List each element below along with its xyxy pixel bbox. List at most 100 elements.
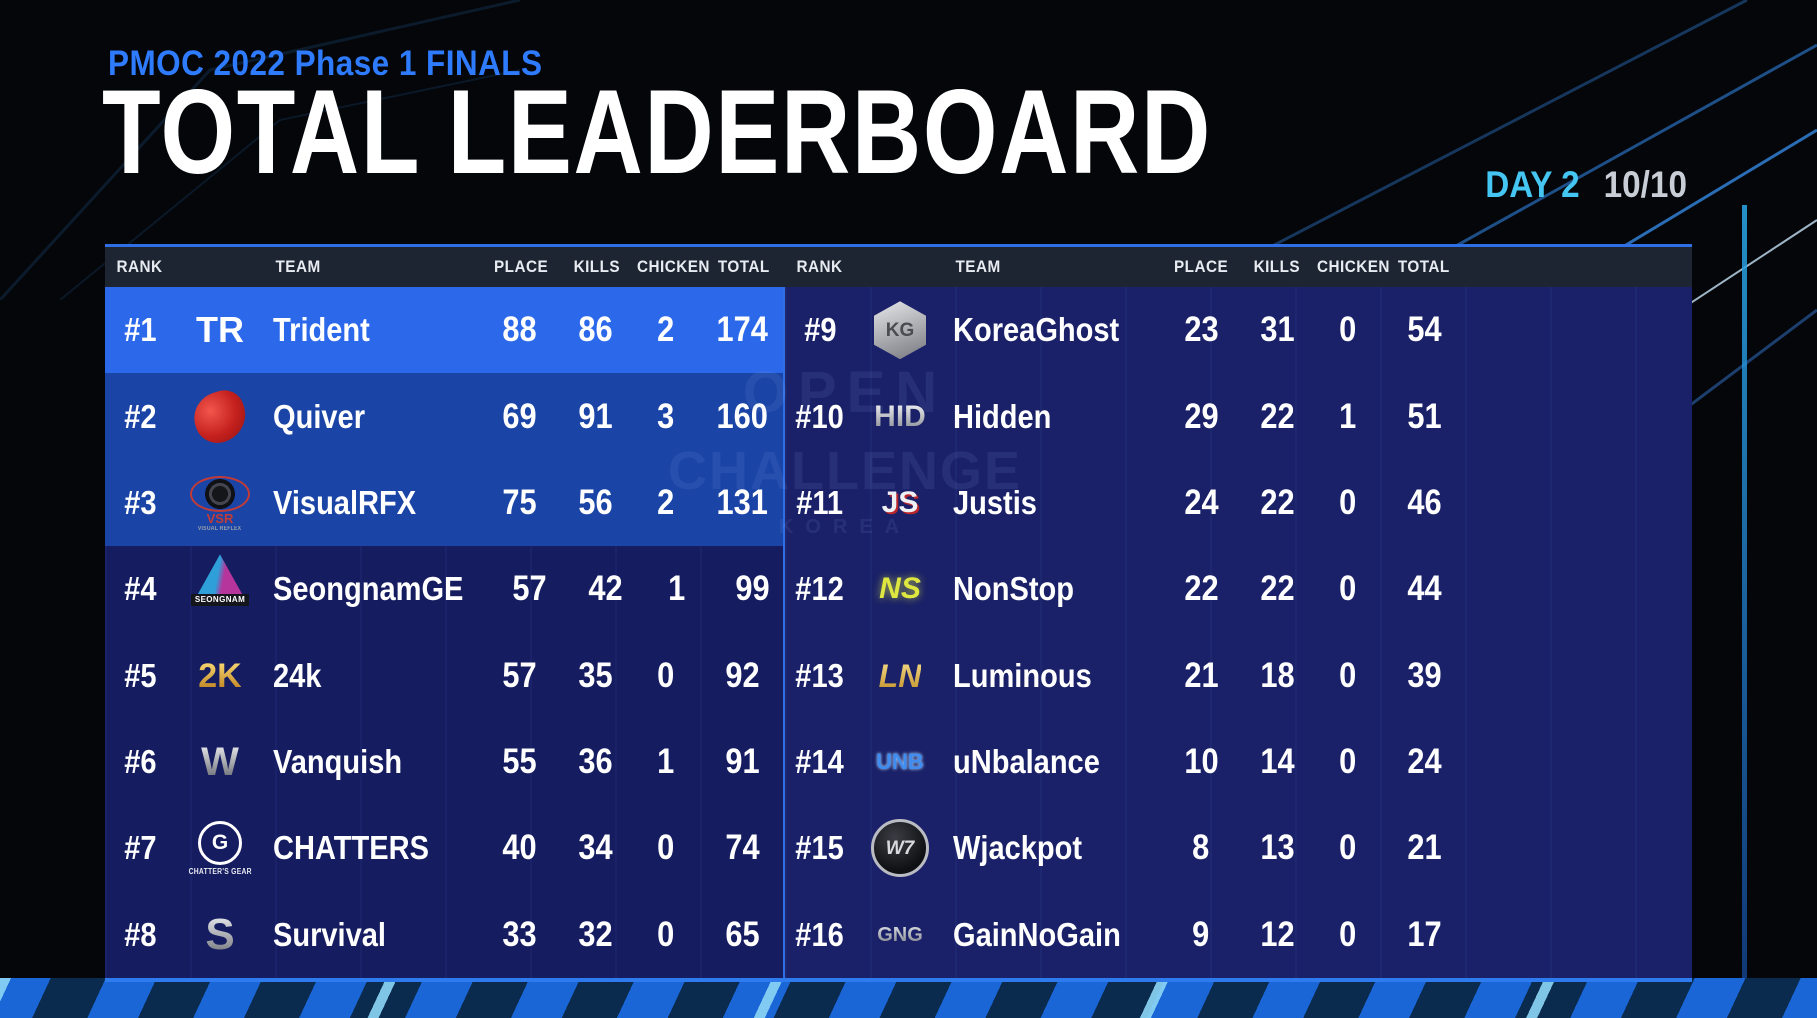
team-place: 9 bbox=[1192, 914, 1210, 954]
team-logo: W7 bbox=[855, 813, 945, 883]
team-chicken: 0 bbox=[1339, 828, 1357, 868]
table-bottom-border bbox=[105, 978, 1692, 982]
team-total: 65 bbox=[724, 914, 760, 954]
column-header-rank: RANK bbox=[796, 257, 843, 276]
team-kills: 31 bbox=[1259, 310, 1295, 350]
right-accent-line bbox=[1742, 205, 1747, 1018]
team-rank: #16 bbox=[795, 915, 845, 953]
team-total: 74 bbox=[724, 828, 760, 868]
leaderboard-table: RANK TEAM PLACE KILLS CHICKEN TOTAL RANK… bbox=[105, 244, 1692, 982]
column-header-team: TEAM bbox=[955, 257, 1001, 276]
team-name: Hidden bbox=[953, 397, 1052, 435]
team-chicken: 0 bbox=[1339, 569, 1357, 609]
team-rank: #9 bbox=[803, 311, 837, 349]
day-info: DAY 2 10/10 bbox=[1480, 164, 1692, 206]
column-header-rank: RANK bbox=[116, 257, 163, 276]
match-count: 10/10 bbox=[1604, 164, 1688, 205]
team-place: 24 bbox=[1183, 482, 1219, 522]
team-logo-icon: HID bbox=[866, 382, 934, 452]
team-kills: 91 bbox=[577, 396, 613, 436]
team-logo: UNB bbox=[855, 727, 945, 797]
team-total: 174 bbox=[716, 310, 768, 350]
team-total: 51 bbox=[1406, 396, 1442, 436]
team-logo: W bbox=[175, 727, 265, 797]
team-rank: #3 bbox=[123, 483, 157, 521]
team-place: 29 bbox=[1183, 396, 1219, 436]
team-logo-icon: UNB bbox=[866, 727, 934, 797]
team-row: #10 HID Hidden 29 22 1 51 bbox=[785, 373, 1692, 459]
team-place: 75 bbox=[501, 482, 537, 522]
team-logo-glyph: NS bbox=[879, 572, 921, 606]
team-chicken: 0 bbox=[1339, 742, 1357, 782]
team-chicken: 1 bbox=[667, 569, 685, 609]
team-place: 10 bbox=[1183, 742, 1219, 782]
team-kills: 22 bbox=[1259, 396, 1295, 436]
team-logo: S bbox=[175, 900, 265, 970]
team-rank: #8 bbox=[123, 915, 157, 953]
team-name: Survival bbox=[273, 915, 387, 953]
team-place: 23 bbox=[1183, 310, 1219, 350]
day-label: DAY 2 bbox=[1485, 164, 1581, 205]
team-chicken: 2 bbox=[657, 482, 675, 522]
team-name: Vanquish bbox=[273, 743, 403, 781]
team-logo-glyph: G bbox=[198, 820, 242, 865]
team-logo: NS bbox=[855, 554, 945, 624]
team-kills: 36 bbox=[577, 742, 613, 782]
column-header-place: PLACE bbox=[493, 257, 549, 276]
team-chicken: 0 bbox=[1339, 655, 1357, 695]
page-title: TOTAL LEADERBOARD bbox=[102, 65, 1212, 199]
team-total: 54 bbox=[1406, 310, 1442, 350]
team-logo-icon: GNG bbox=[866, 900, 934, 970]
team-logo: 2K bbox=[175, 641, 265, 711]
team-logo-glyph: TR bbox=[196, 309, 244, 351]
team-name: KoreaGhost bbox=[953, 311, 1120, 349]
team-rank: #4 bbox=[123, 570, 157, 608]
team-rank: #5 bbox=[123, 656, 157, 694]
team-total: 92 bbox=[724, 655, 760, 695]
team-logo-glyph: W bbox=[201, 740, 239, 785]
team-chicken: 1 bbox=[1339, 396, 1357, 436]
team-place: 88 bbox=[501, 310, 537, 350]
team-logo: KG bbox=[855, 295, 945, 365]
team-logo-icon: W7 bbox=[866, 813, 934, 883]
team-chicken: 3 bbox=[657, 396, 675, 436]
team-row: #3 VSR VISUAL REFLEX VisualRFX 75 56 2 1… bbox=[105, 459, 783, 547]
team-kills: 22 bbox=[1259, 482, 1295, 522]
column-header-kills: KILLS bbox=[573, 257, 621, 276]
team-place: 33 bbox=[501, 914, 537, 954]
team-row: #6 W Vanquish 55 36 1 91 bbox=[105, 719, 783, 805]
team-place: 57 bbox=[501, 655, 537, 695]
team-logo-icon: TR bbox=[186, 295, 254, 365]
team-rank: #14 bbox=[795, 743, 845, 781]
team-logo-glyph: S bbox=[205, 909, 235, 959]
team-kills: 22 bbox=[1259, 569, 1295, 609]
column-header-place: PLACE bbox=[1173, 257, 1229, 276]
team-logo bbox=[175, 382, 265, 452]
team-logo: GNG bbox=[855, 900, 945, 970]
team-name: Quiver bbox=[273, 397, 366, 435]
team-total: 24 bbox=[1406, 742, 1442, 782]
team-name: Justis bbox=[953, 483, 1037, 521]
team-row: #4 SEONGNAM SeongnamGE 57 42 1 99 bbox=[105, 546, 783, 632]
team-logo-glyph: 2K bbox=[198, 656, 242, 695]
team-logo: VSR VISUAL REFLEX bbox=[175, 468, 265, 538]
team-place: 22 bbox=[1183, 569, 1219, 609]
team-logo-icon bbox=[186, 382, 254, 452]
team-rank: #7 bbox=[123, 829, 157, 867]
table-header-right: RANK TEAM PLACE KILLS CHICKEN TOTAL bbox=[785, 247, 1692, 287]
column-header-chicken: CHICKEN bbox=[1317, 257, 1390, 276]
ranks-9-16-panel: #9 KG KoreaGhost 23 31 0 54 #10 HID Hidd… bbox=[785, 287, 1692, 978]
team-place: 57 bbox=[512, 569, 547, 609]
team-logo-glyph: SEONGNAM bbox=[190, 594, 250, 607]
team-place: 8 bbox=[1192, 828, 1210, 868]
team-rank: #12 bbox=[795, 570, 845, 608]
team-chicken: 0 bbox=[657, 655, 675, 695]
column-header-team: TEAM bbox=[275, 257, 321, 276]
team-logo-icon: W bbox=[186, 727, 254, 797]
team-rank: #11 bbox=[796, 483, 844, 521]
diagonal-stripes-footer bbox=[0, 978, 1817, 1018]
team-logo-glyph: LN bbox=[878, 657, 922, 694]
team-chicken: 0 bbox=[1339, 914, 1357, 954]
team-chicken: 0 bbox=[657, 914, 675, 954]
team-total: 46 bbox=[1406, 482, 1442, 522]
